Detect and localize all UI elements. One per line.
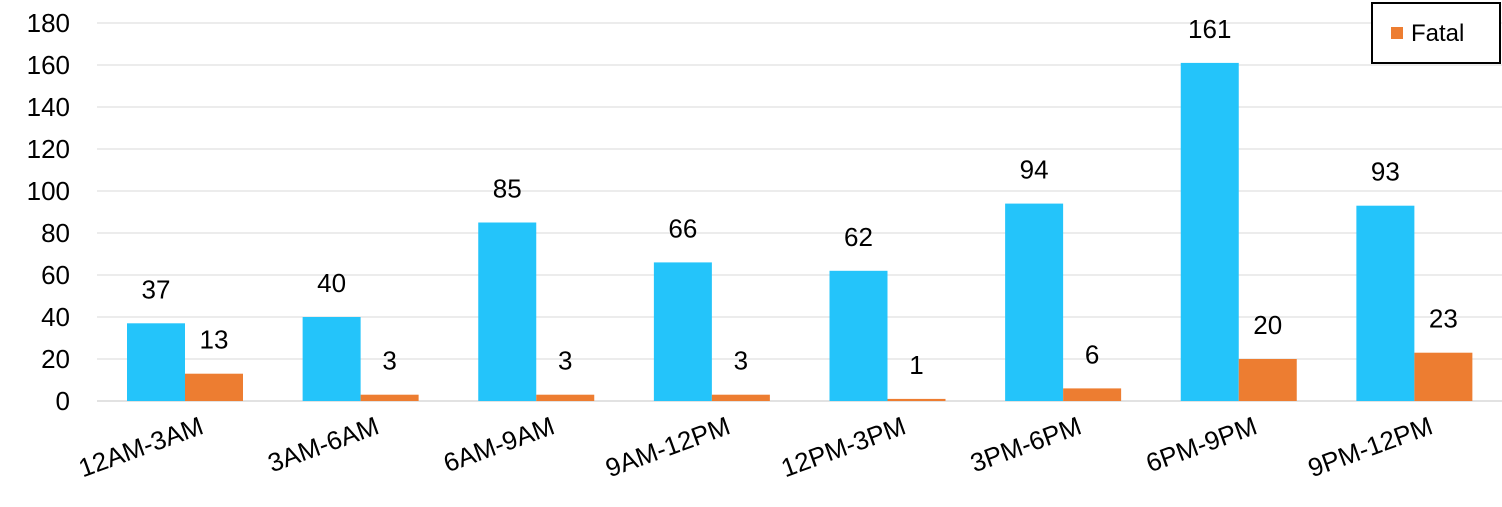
data-label-series1-9AM-12PM: 66: [668, 213, 697, 243]
x-category-label: 6PM-9PM: [1142, 410, 1261, 478]
bar-series1-12AM-3AM: [127, 323, 185, 401]
y-tick-label: 140: [27, 92, 70, 122]
bar-series2-6PM-9PM: [1238, 359, 1297, 401]
y-axis-tick-labels: 0 20 40 60 80 100 120 140 160 180: [27, 8, 70, 416]
bar-series1-3PM-6PM: [1005, 203, 1064, 401]
bar-series2-6AM-9AM: [536, 394, 595, 401]
x-axis-category-labels: 12AM-3AM 3AM-6AM 6AM-9AM 9AM-12PM 12PM-3PM 3P…: [75, 410, 1437, 483]
bar-series2-12PM-3PM: [887, 398, 946, 401]
data-label-series1-12AM-3AM: 37: [142, 274, 171, 304]
y-tick-label: 180: [27, 8, 70, 38]
bar-series1-9PM-12PM: [1356, 205, 1415, 401]
data-label-series1-6AM-9AM: 85: [493, 174, 522, 204]
bar-series2-9AM-12PM: [711, 394, 770, 401]
bar-series1-6PM-9PM: [1180, 62, 1239, 402]
data-label-series1-9PM-12PM: 93: [1371, 157, 1400, 187]
y-tick-label: 80: [41, 218, 70, 248]
y-tick-label: 120: [27, 134, 70, 164]
x-category-label: 9AM-12PM: [601, 410, 733, 483]
x-category-label: 3PM-6PM: [966, 410, 1085, 478]
data-label-series2-12AM-3AM: 13: [200, 325, 229, 355]
y-tick-label: 0: [56, 386, 70, 416]
bar-series1-12PM-3PM: [829, 270, 888, 401]
bar-series2-3AM-6AM: [360, 394, 419, 401]
bar-series1-6AM-9AM: [478, 222, 537, 401]
data-label-series2-3AM-6AM: 3: [382, 346, 396, 376]
bar-series2-3PM-6PM: [1063, 388, 1122, 401]
x-category-label: 12PM-3PM: [777, 410, 909, 483]
y-tick-label: 40: [41, 302, 70, 332]
legend-label-fatal: Fatal: [1411, 20, 1464, 47]
y-tick-label: 160: [27, 50, 70, 80]
y-tick-label: 20: [41, 344, 70, 374]
data-label-series1-3AM-6AM: 40: [317, 268, 346, 298]
legend-swatch-fatal: [1391, 27, 1403, 39]
bar-series2-9PM-12PM: [1414, 352, 1473, 401]
data-label-series2-6PM-9PM: 20: [1253, 310, 1282, 340]
bars: [127, 62, 1473, 402]
x-category-label: 9PM-12PM: [1304, 410, 1436, 483]
bar-series1-3AM-6AM: [302, 317, 361, 401]
x-category-label: 3AM-6AM: [264, 410, 383, 478]
data-label-series2-3PM-6PM: 6: [1085, 339, 1099, 369]
data-label-series2-9PM-12PM: 23: [1429, 304, 1458, 334]
x-category-label: 12AM-3AM: [75, 410, 207, 483]
bar-series2-12AM-3AM: [185, 373, 243, 401]
data-label-series2-9AM-12PM: 3: [734, 346, 748, 376]
data-label-series1-6PM-9PM: 161: [1188, 14, 1231, 44]
y-tick-label: 100: [27, 176, 70, 206]
data-label-series1-12PM-3PM: 62: [844, 222, 873, 252]
data-label-series1-3PM-6PM: 94: [1020, 155, 1049, 185]
legend: Fatal: [1371, 2, 1501, 64]
data-labels: 37 40 85 66 62 94 161 93 13 3 3 3 1 6 20 23: [142, 14, 1458, 380]
y-tick-label: 60: [41, 260, 70, 290]
data-label-series2-12PM-3PM: 1: [909, 350, 923, 380]
x-category-label: 6AM-9AM: [439, 410, 558, 478]
bar-series1-9AM-12PM: [653, 262, 712, 401]
data-label-series2-6AM-9AM: 3: [558, 346, 572, 376]
